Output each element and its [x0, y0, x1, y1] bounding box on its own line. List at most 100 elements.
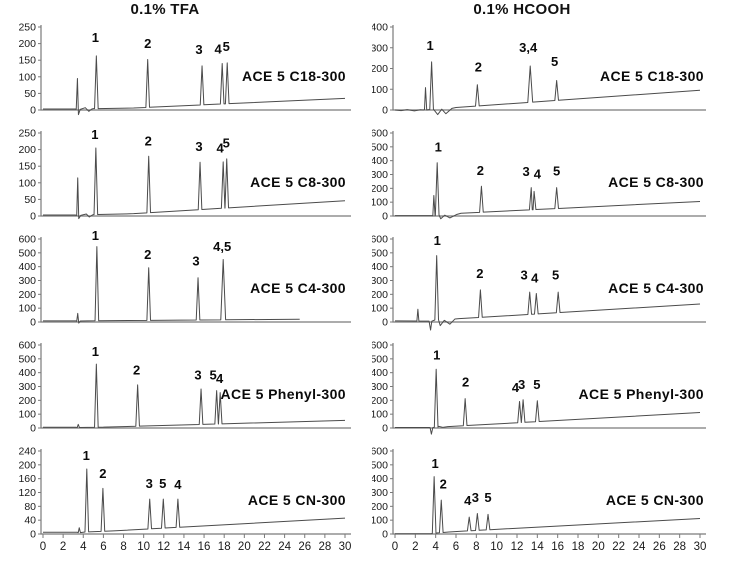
svg-text:250: 250 — [18, 22, 36, 34]
panel-hcooh-c4: 0 100 200 300 400 500 600 1 2 3 4 5 ACE 5 C4-300 — [372, 230, 750, 336]
svg-text:200: 200 — [18, 289, 36, 301]
svg-text:2: 2 — [475, 59, 482, 74]
svg-text:0: 0 — [30, 105, 36, 117]
svg-text:40: 40 — [24, 515, 36, 527]
svg-text:24: 24 — [633, 541, 646, 553]
svg-text:200: 200 — [372, 289, 388, 301]
svg-text:150: 150 — [18, 55, 36, 67]
svg-text:500: 500 — [18, 353, 36, 365]
svg-text:400: 400 — [372, 261, 388, 273]
svg-text:1: 1 — [426, 38, 433, 53]
panel-tfa-c18: 0 50 100 150 200 250 1 2 3 4 5 ACE 5 C18-300 — [0, 18, 372, 124]
svg-text:1: 1 — [83, 448, 90, 463]
panel-tfa-c4: 0 100 200 300 400 500 600 1 2 3 4,5 ACE 5 C4-300 — [0, 230, 372, 336]
svg-text:0: 0 — [30, 529, 36, 541]
svg-text:2: 2 — [60, 541, 66, 553]
svg-text:300: 300 — [18, 381, 36, 393]
svg-text:200: 200 — [18, 459, 36, 471]
svg-text:2: 2 — [476, 266, 483, 281]
svg-text:0: 0 — [382, 529, 388, 541]
svg-text:500: 500 — [372, 353, 388, 365]
svg-text:120: 120 — [18, 487, 36, 499]
chromatogram-tfa-c18: 0 50 100 150 200 250 1 2 3 4 5 — [18, 22, 351, 117]
column-label: ACE 5 C8-300 — [250, 174, 346, 190]
svg-text:160: 160 — [18, 473, 36, 485]
svg-text:1: 1 — [434, 233, 441, 248]
svg-text:3: 3 — [192, 254, 199, 269]
svg-text:4: 4 — [80, 541, 87, 553]
svg-text:4: 4 — [216, 371, 224, 386]
svg-text:14: 14 — [178, 541, 191, 553]
hcooh-column-title: 0.1% HCOOH — [372, 0, 750, 18]
svg-text:26: 26 — [298, 541, 311, 553]
svg-text:2: 2 — [412, 541, 418, 553]
svg-text:200: 200 — [372, 63, 388, 75]
svg-text:3: 3 — [195, 139, 202, 154]
column-label: ACE 5 C4-300 — [608, 280, 704, 296]
svg-text:1: 1 — [435, 140, 442, 155]
svg-text:150: 150 — [18, 161, 36, 173]
svg-text:200: 200 — [372, 395, 388, 407]
svg-text:3: 3 — [146, 476, 153, 491]
svg-text:0: 0 — [30, 423, 36, 435]
svg-text:6: 6 — [100, 541, 106, 553]
panel-hcooh-c8: 0 100 200 300 400 500 600 1 2 3 4 5 ACE 5 C8-300 — [372, 124, 750, 230]
svg-text:4: 4 — [217, 140, 225, 155]
svg-text:300: 300 — [18, 275, 36, 287]
svg-text:600: 600 — [372, 446, 388, 458]
svg-text:300: 300 — [372, 487, 388, 499]
svg-text:600: 600 — [18, 340, 36, 352]
svg-text:500: 500 — [18, 247, 36, 259]
svg-text:2: 2 — [144, 247, 151, 262]
svg-text:5: 5 — [223, 136, 230, 151]
column-label: ACE 5 C8-300 — [608, 174, 704, 190]
svg-text:20: 20 — [592, 541, 605, 553]
svg-text:400: 400 — [18, 367, 36, 379]
svg-text:22: 22 — [258, 541, 271, 553]
svg-text:250: 250 — [18, 128, 36, 140]
svg-text:80: 80 — [24, 501, 36, 513]
svg-text:30: 30 — [694, 541, 707, 553]
svg-text:24: 24 — [278, 541, 291, 553]
svg-text:6: 6 — [453, 541, 459, 553]
mobile-phase-title-hcooh: 0.1% HCOOH — [473, 1, 571, 18]
svg-text:200: 200 — [18, 144, 36, 156]
tfa-column: 0.1% TFA 0 50 100 150 200 250 1 2 3 4 5 ACE 5 C18-… — [0, 0, 372, 572]
svg-text:16: 16 — [198, 541, 211, 553]
svg-text:600: 600 — [372, 128, 388, 140]
svg-text:3: 3 — [194, 368, 201, 383]
svg-text:300: 300 — [372, 381, 388, 393]
svg-text:20: 20 — [238, 541, 251, 553]
svg-text:2: 2 — [133, 362, 140, 377]
svg-text:200: 200 — [372, 501, 388, 513]
svg-text:10: 10 — [137, 541, 150, 553]
svg-text:3: 3 — [518, 377, 525, 392]
svg-text:14: 14 — [531, 541, 544, 553]
svg-text:600: 600 — [18, 234, 36, 246]
svg-text:300: 300 — [372, 275, 388, 287]
chromatogram-tfa-c8: 0 50 100 150 200 250 1 2 3 45 — [18, 127, 351, 223]
svg-text:5: 5 — [533, 377, 540, 392]
svg-text:30: 30 — [339, 541, 352, 553]
svg-text:5: 5 — [484, 490, 491, 505]
svg-text:400: 400 — [372, 367, 388, 379]
svg-text:200: 200 — [18, 38, 36, 50]
column-label: ACE 5 CN-300 — [605, 492, 704, 508]
svg-text:1: 1 — [92, 30, 99, 45]
svg-text:100: 100 — [372, 515, 388, 527]
mobile-phase-title-tfa: 0.1% TFA — [130, 1, 200, 18]
svg-text:0: 0 — [382, 423, 388, 435]
svg-text:100: 100 — [18, 303, 36, 315]
svg-text:0: 0 — [392, 541, 398, 553]
svg-text:3: 3 — [195, 42, 202, 57]
svg-text:600: 600 — [372, 340, 388, 352]
panel-tfa-phenyl: 0 100 200 300 400 500 600 1 2 3 5 4 ACE 5 Phenyl-30… — [0, 336, 372, 442]
panel-hcooh-c18: 0 100 200 300 400 1 2 3,4 5 ACE 5 C18-300 — [372, 18, 750, 124]
svg-text:3,4: 3,4 — [519, 40, 538, 55]
